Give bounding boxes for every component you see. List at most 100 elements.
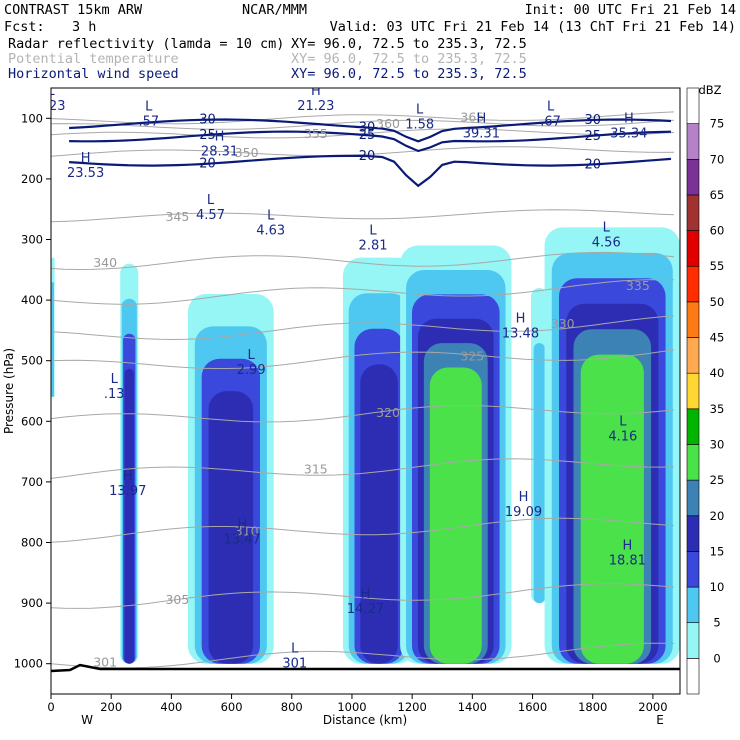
colorbar-swatch <box>686 123 700 160</box>
theta-contour <box>51 251 675 271</box>
x-tick-label: 800 <box>281 700 303 714</box>
colorbar-level-label: 10 <box>710 580 725 594</box>
extrema-value: 28.31 <box>201 145 238 160</box>
x-tick-label: 600 <box>221 700 243 714</box>
extrema-type: H <box>516 311 526 326</box>
colorbar-swatch <box>686 479 700 517</box>
extrema-type: L <box>369 224 377 239</box>
theta-contour <box>51 315 675 341</box>
theta-contour <box>51 209 675 223</box>
extrema-type: H <box>215 130 225 145</box>
plot-frame <box>50 87 681 695</box>
extrema-type: H <box>476 111 486 126</box>
theta-contour-label: 345 <box>165 209 189 224</box>
extrema-type: H <box>361 587 371 602</box>
extrema-value: 35.34 <box>610 126 647 141</box>
wind-contour <box>69 118 672 143</box>
extrema-value: 2.81 <box>359 239 388 254</box>
theta-contour-label: 305 <box>165 592 189 607</box>
wind-contours <box>69 118 672 188</box>
x-axis-west-label: W <box>81 713 93 727</box>
extrema-type: L <box>145 99 153 114</box>
field-name-reflectivity: Radar reflectivity (lamda = 10 cm) <box>8 36 284 52</box>
x-tick-label: 200 <box>100 700 122 714</box>
colorbar-level-label: 70 <box>710 152 725 166</box>
extrema-value: 13.47 <box>223 532 260 547</box>
wind-contour-label: 30 <box>584 113 601 128</box>
y-tick-label: 600 <box>21 414 43 428</box>
theta-contour <box>51 458 675 479</box>
colorbar-unit: dBZ <box>698 83 721 97</box>
extrema-value: 2.99 <box>237 363 266 378</box>
colorbar-level-label: 55 <box>710 259 725 273</box>
theta-contour-label: 315 <box>304 461 328 476</box>
wind-contour-label: 20 <box>359 149 376 164</box>
reflectivity-band <box>124 368 134 664</box>
theta-contour <box>51 349 675 369</box>
colorbar-swatch <box>686 265 700 303</box>
colorbar-level-label: 65 <box>710 188 725 202</box>
extrema-value: 4.16 <box>608 429 637 444</box>
y-tick-label: 500 <box>21 354 43 368</box>
y-tick-label: 100 <box>21 111 43 125</box>
x-axis-label: Distance (km) <box>323 713 407 727</box>
colorbar-swatch <box>686 372 700 410</box>
colorbar-level-label: 20 <box>710 509 725 523</box>
extrema-value: 1.58 <box>405 117 434 132</box>
colorbar-swatch <box>686 658 700 695</box>
extrema-value: 21.23 <box>297 99 334 114</box>
extrema-value: 19.09 <box>505 505 542 520</box>
theta-contour <box>51 517 675 543</box>
extrema-value: 39.31 <box>463 126 500 141</box>
colorbar-swatch <box>686 515 700 552</box>
reflectivity-band <box>429 367 482 664</box>
theta-contour <box>51 119 675 130</box>
y-tick-label: 1000 <box>14 657 43 671</box>
colorbar-swatch <box>686 194 700 231</box>
wind-contour-label: 25 <box>584 129 601 144</box>
x-tick-label: 1200 <box>398 700 427 714</box>
extrema-type: L <box>47 84 55 99</box>
colorbar-swatch <box>686 586 700 624</box>
extrema-type: H <box>237 517 247 532</box>
extrema-value: .67 <box>540 114 561 129</box>
colorbar-level-label: 40 <box>710 366 725 380</box>
x-tick-label: 1000 <box>337 700 366 714</box>
y-tick-label: 400 <box>21 293 43 307</box>
colorbar-swatch <box>686 87 700 124</box>
theta-contour-label: 310 <box>235 524 259 539</box>
theta-contour-label: 335 <box>626 278 650 293</box>
extrema-type: L <box>416 102 424 117</box>
theta-contour-label: 350 <box>235 145 259 160</box>
theta-contour <box>51 642 675 669</box>
theta-contour <box>51 146 675 157</box>
reflectivity-band <box>208 391 254 664</box>
x-axis-east-label: E <box>656 713 664 727</box>
org-label: NCAR/MMM <box>242 2 307 18</box>
extrema-type: L <box>291 642 299 657</box>
init-time: Init: 00 UTC Fri 21 Feb 14 <box>525 2 736 18</box>
extrema-type: H <box>81 151 91 166</box>
extrema-type: H <box>622 539 632 554</box>
y-tick-label: 200 <box>21 172 43 186</box>
extrema-type: L <box>207 193 215 208</box>
wind-contour <box>69 154 672 188</box>
colorbar-swatch <box>686 444 700 481</box>
wind-contour-label: 25 <box>199 128 216 143</box>
wind-contour-label: 30 <box>199 113 216 128</box>
fcst-label: Fcst: <box>4 19 45 35</box>
x-tick-label: 1400 <box>458 700 487 714</box>
extrema-value: 4.56 <box>592 236 621 251</box>
terrain-line <box>51 663 680 673</box>
field-name-wind: Horizontal wind speed <box>8 66 179 82</box>
extrema-value: 13.48 <box>502 326 539 341</box>
field-xy-theta: XY= 96.0, 72.5 to 235.3, 72.5 <box>291 51 527 67</box>
colorbar-swatch <box>686 551 700 588</box>
theta-contour-label: 360 <box>376 116 400 131</box>
x-tick-label: 2000 <box>638 700 667 714</box>
reflectivity-band <box>360 364 398 664</box>
colorbar-swatch <box>686 158 700 196</box>
colorbar-level-label: 50 <box>710 295 725 309</box>
